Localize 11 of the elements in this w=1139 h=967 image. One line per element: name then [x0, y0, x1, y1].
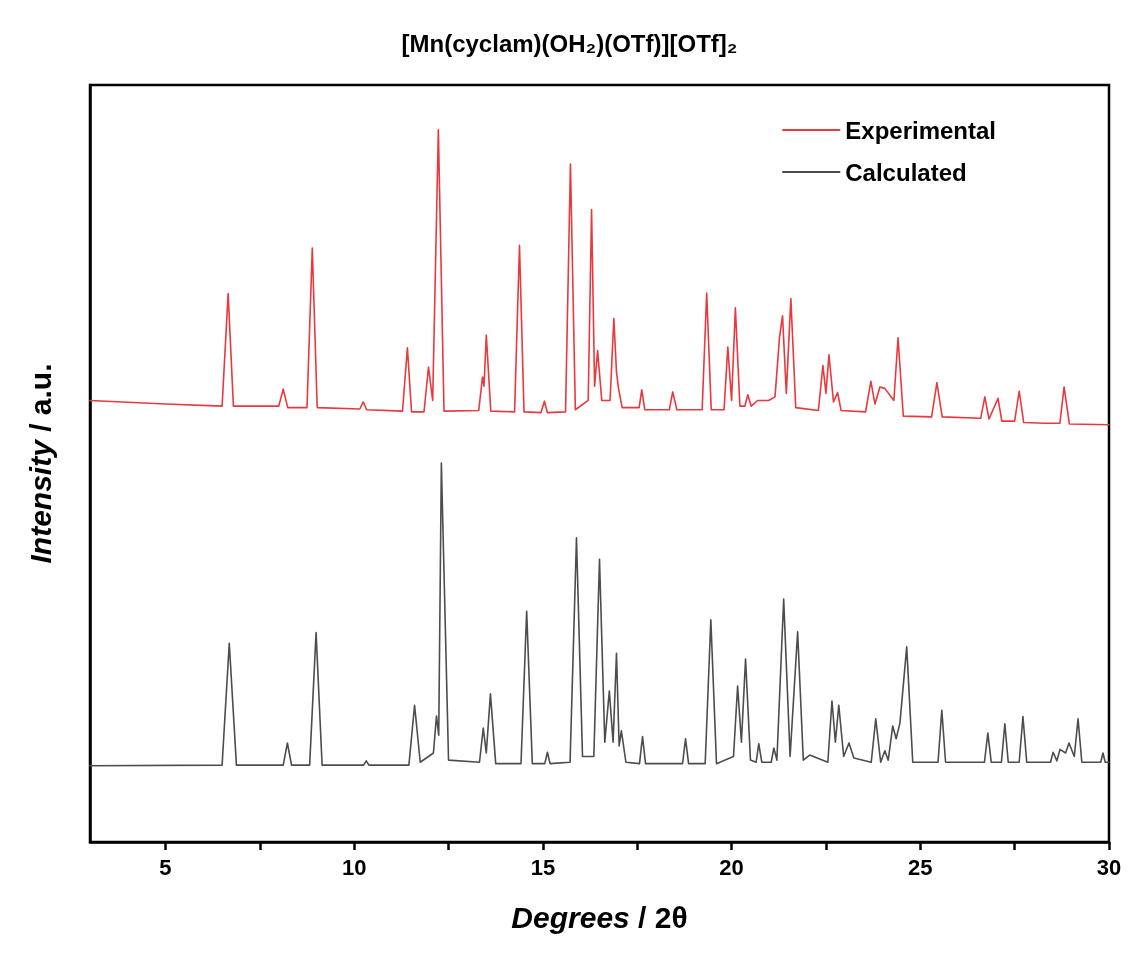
x-tick-label: 30 — [1096, 854, 1122, 880]
x-tick-label: 25 — [908, 854, 933, 880]
chart-title: [Mn(cyclam)(OH₂)(OTf)][OTf]₂ — [401, 29, 738, 57]
x-axis-title: Degrees / 2θ — [511, 900, 688, 934]
x-tick-label: 15 — [530, 854, 556, 880]
y-axis-title: Intensity / a.u. — [23, 363, 57, 564]
x-tick-label: 20 — [719, 854, 744, 880]
x-tick-label: 10 — [341, 854, 367, 880]
legend-label: Calculated — [845, 158, 967, 186]
legend-label: Experimental — [845, 116, 997, 144]
x-tick-label: 5 — [159, 854, 172, 880]
